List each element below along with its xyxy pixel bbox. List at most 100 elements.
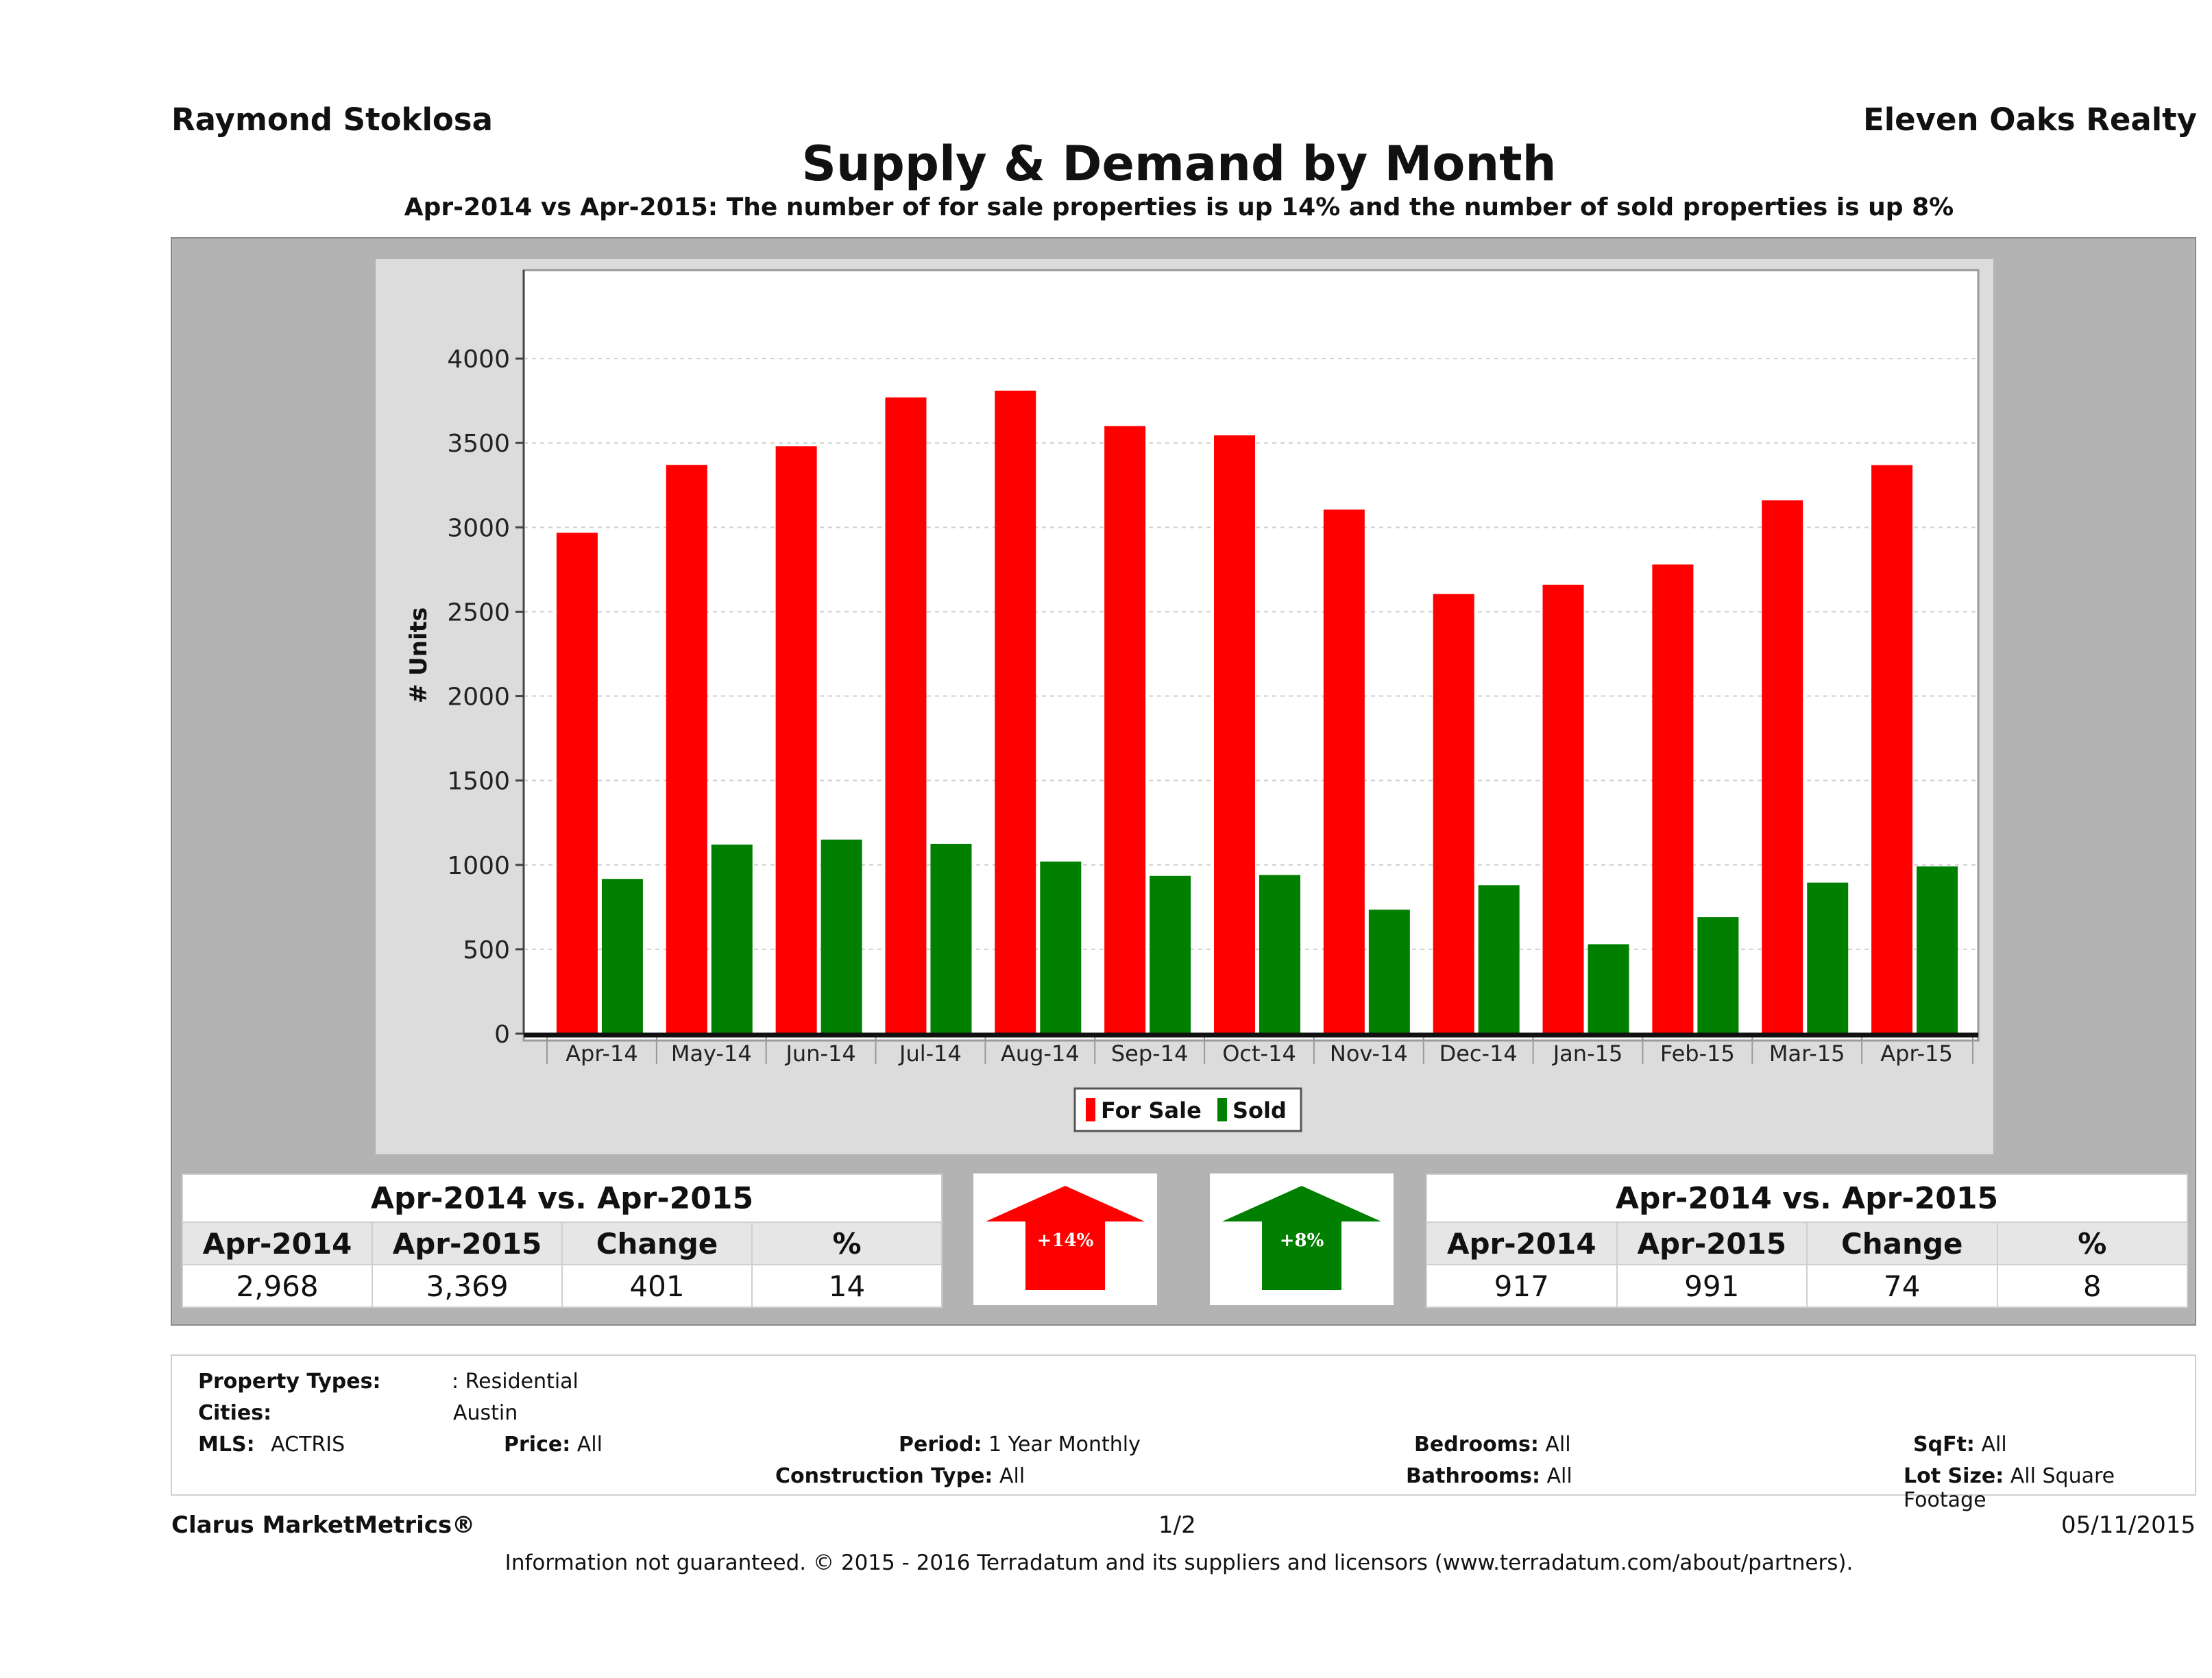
bar-for-sale-feb-15 bbox=[1652, 564, 1694, 1034]
bar-for-sale-jan-15 bbox=[1542, 585, 1584, 1034]
x-tick-label: Sep-14 bbox=[1111, 1041, 1189, 1067]
sold-arrow-shape bbox=[1222, 1186, 1381, 1290]
construction-type-label: Construction Type: bbox=[775, 1464, 993, 1488]
construction-type-value: All bbox=[999, 1464, 1025, 1488]
bedrooms-value: All bbox=[1545, 1433, 1571, 1457]
bedrooms-label: Bedrooms: bbox=[1414, 1433, 1539, 1457]
for-sale-value: 14 bbox=[751, 1264, 943, 1308]
bar-for-sale-mar-15 bbox=[1762, 500, 1803, 1034]
sold-change-arrow-box: +8% bbox=[1210, 1174, 1394, 1305]
for-sale-change-arrow-box: +14% bbox=[973, 1174, 1157, 1305]
legend-box bbox=[1073, 1087, 1302, 1132]
report-date: 05/11/2015 bbox=[2061, 1511, 2196, 1539]
up-arrow-icon: +8% bbox=[1222, 1186, 1381, 1290]
for-sale-value: 401 bbox=[561, 1264, 753, 1308]
property-types-value: : Residential bbox=[452, 1370, 579, 1394]
bar-for-sale-sep-14 bbox=[1104, 426, 1146, 1034]
disclaimer: Information not guaranteed. © 2015 - 201… bbox=[505, 1551, 1854, 1575]
x-tick-label: Apr-15 bbox=[1880, 1041, 1953, 1067]
sold-col-header: Apr-2015 bbox=[1616, 1221, 1808, 1265]
property-types-label: Property Types: bbox=[198, 1370, 381, 1394]
x-tick-label: Oct-14 bbox=[1222, 1041, 1296, 1067]
sqft-value: All bbox=[1981, 1433, 2007, 1457]
sqft-label: SqFt: bbox=[1913, 1433, 1975, 1457]
bar-sold-mar-15 bbox=[1807, 882, 1849, 1034]
bar-for-sale-jun-14 bbox=[775, 446, 817, 1034]
x-tick-label: Jun-14 bbox=[784, 1041, 855, 1067]
agent-name: Raymond Stoklosa bbox=[171, 101, 493, 138]
x-tick-label: May-14 bbox=[671, 1041, 752, 1067]
x-tick-label: Mar-15 bbox=[1769, 1041, 1845, 1067]
bar-for-sale-dec-14 bbox=[1433, 594, 1474, 1034]
bar-sold-jul-14 bbox=[930, 844, 972, 1034]
for-sale-stats-box: Apr-2014 vs. Apr-2015 Apr-2014 Apr-2015 … bbox=[182, 1174, 943, 1308]
legend-label-sold: Sold bbox=[1232, 1097, 1287, 1123]
sold-value: 991 bbox=[1616, 1264, 1808, 1308]
bar-for-sale-nov-14 bbox=[1323, 509, 1365, 1034]
for-sale-value: 2,968 bbox=[182, 1264, 373, 1308]
bathrooms-value: All bbox=[1546, 1464, 1572, 1488]
y-tick-label: 0 bbox=[494, 1021, 510, 1049]
x-tick-label: Feb-15 bbox=[1660, 1041, 1735, 1067]
price-value: All bbox=[576, 1433, 603, 1457]
sold-value: 74 bbox=[1806, 1264, 1998, 1308]
bar-sold-nov-14 bbox=[1368, 910, 1410, 1034]
legend: For Sale Sold bbox=[1073, 1087, 1302, 1132]
sold-stats-table: Apr-2014 vs. Apr-2015 Apr-2014 Apr-2015 … bbox=[1426, 1174, 2188, 1308]
sold-col-header: % bbox=[1996, 1221, 2188, 1265]
y-tick-label: 4000 bbox=[447, 345, 510, 374]
page-subtitle: Apr-2014 vs Apr-2015: The number of for … bbox=[404, 193, 1954, 221]
period-value: 1 Year Monthly bbox=[988, 1433, 1141, 1457]
bar-for-sale-jul-14 bbox=[885, 397, 927, 1034]
y-tick-label: 3000 bbox=[447, 514, 510, 542]
for-sale-col-header: Apr-2015 bbox=[372, 1221, 563, 1265]
x-tick-label: Jan-15 bbox=[1552, 1041, 1623, 1067]
period-label: Period: bbox=[899, 1433, 982, 1457]
page-title: Supply & Demand by Month bbox=[801, 136, 1557, 192]
bar-for-sale-may-14 bbox=[666, 465, 707, 1034]
x-tick-label: Apr-14 bbox=[566, 1041, 638, 1067]
bar-sold-apr-14 bbox=[601, 879, 643, 1034]
x-tick-label: Nov-14 bbox=[1330, 1041, 1408, 1067]
for-sale-stats-heading: Apr-2014 vs. Apr-2015 bbox=[182, 1174, 943, 1223]
bar-sold-jun-14 bbox=[821, 839, 862, 1034]
page-number: 1/2 bbox=[1158, 1511, 1196, 1539]
bar-sold-may-14 bbox=[711, 844, 753, 1034]
sold-stats-heading: Apr-2014 vs. Apr-2015 bbox=[1426, 1174, 2188, 1223]
up-arrow-icon: +14% bbox=[986, 1186, 1145, 1290]
for-sale-col-header: Apr-2014 bbox=[182, 1221, 373, 1265]
bar-sold-oct-14 bbox=[1259, 875, 1300, 1034]
lot-size-label: Lot Size: bbox=[1904, 1464, 2004, 1488]
lot-size-value: All Square Footage bbox=[1904, 1464, 2115, 1512]
sold-value: 8 bbox=[1996, 1264, 2188, 1308]
bar-for-sale-aug-14 bbox=[995, 390, 1036, 1034]
footer-brand: Clarus MarketMetrics® bbox=[171, 1511, 476, 1539]
sold-value: 917 bbox=[1426, 1264, 1618, 1308]
y-tick-label: 500 bbox=[463, 936, 510, 964]
price-label: Price: bbox=[504, 1433, 571, 1457]
sold-col-header: Change bbox=[1806, 1221, 1998, 1265]
for-sale-value: 3,369 bbox=[372, 1264, 563, 1308]
bar-sold-feb-15 bbox=[1697, 917, 1739, 1034]
cities-value: Austin bbox=[453, 1401, 518, 1425]
mls-label: MLS: bbox=[198, 1433, 255, 1457]
for-sale-arrow-shape bbox=[986, 1186, 1145, 1290]
bar-sold-sep-14 bbox=[1150, 875, 1191, 1034]
criteria-panel: Property Types: : Residential Cities: Au… bbox=[171, 1354, 2196, 1512]
x-tick-label: Aug-14 bbox=[1001, 1041, 1080, 1067]
legend-swatch-sold bbox=[1217, 1098, 1227, 1121]
y-axis-label: # Units bbox=[405, 607, 433, 703]
y-tick-label: 3500 bbox=[447, 430, 510, 458]
cities-label: Cities: bbox=[198, 1401, 272, 1425]
y-tick-label: 2000 bbox=[447, 683, 510, 712]
for-sale-col-header: Change bbox=[561, 1221, 753, 1265]
sold-col-header: Apr-2014 bbox=[1426, 1221, 1618, 1265]
x-tick-label: Jul-14 bbox=[898, 1041, 962, 1067]
brokerage-name: Eleven Oaks Realty bbox=[1862, 101, 2197, 138]
bar-sold-dec-14 bbox=[1478, 885, 1520, 1034]
for-sale-col-header: % bbox=[751, 1221, 943, 1265]
legend-swatch-for-sale bbox=[1086, 1098, 1095, 1121]
y-tick-label: 1500 bbox=[447, 768, 510, 796]
legend-label-for-sale: For Sale bbox=[1101, 1097, 1202, 1123]
bar-for-sale-oct-14 bbox=[1214, 435, 1255, 1034]
